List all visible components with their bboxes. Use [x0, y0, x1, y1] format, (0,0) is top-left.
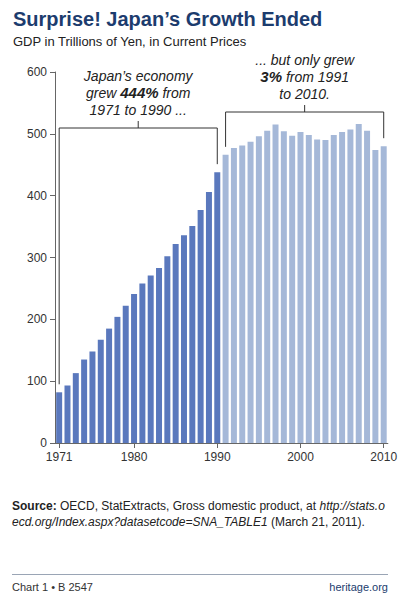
svg-text:400: 400 — [27, 189, 47, 203]
svg-text:444%: 444% — [119, 84, 158, 101]
svg-text:3%: 3% — [260, 68, 282, 85]
svg-text:from: from — [159, 85, 191, 101]
svg-text:2000: 2000 — [287, 450, 314, 464]
svg-text:1990: 1990 — [204, 450, 231, 464]
svg-text:300: 300 — [27, 251, 47, 265]
svg-text:Surprise! Japan’s Growth Ended: Surprise! Japan’s Growth Ended — [13, 8, 322, 30]
svg-text:grew: grew — [86, 85, 120, 101]
svg-text:600: 600 — [27, 65, 47, 79]
svg-text:0: 0 — [40, 436, 47, 450]
svg-text:1971 to 1990 ...: 1971 to 1990 ... — [90, 102, 187, 118]
svg-text:from 1991: from 1991 — [282, 69, 349, 85]
html-text:Source: OECD, StatExtracts, Gr: Source: OECD, StatExtracts, Gross domest… — [12, 499, 385, 529]
svg-text:to 2010.: to 2010. — [279, 86, 330, 102]
svg-text:Japan’s economy: Japan’s economy — [83, 68, 194, 84]
svg-text:500: 500 — [27, 127, 47, 141]
svg-text:100: 100 — [27, 374, 47, 388]
svg-text:GDP in Trillions of Yen, in Cu: GDP in Trillions of Yen, in Current Pric… — [13, 34, 247, 49]
svg-text:200: 200 — [27, 312, 47, 326]
svg-text:... but only grew: ... but only grew — [255, 52, 355, 68]
svg-text:2010: 2010 — [370, 450, 397, 464]
html-text:heritage.org: heritage.org — [329, 581, 388, 593]
html-text:Chart 1 • B 2547: Chart 1 • B 2547 — [12, 581, 93, 593]
svg-text:1980: 1980 — [121, 450, 148, 464]
svg-text:1971: 1971 — [46, 450, 73, 464]
